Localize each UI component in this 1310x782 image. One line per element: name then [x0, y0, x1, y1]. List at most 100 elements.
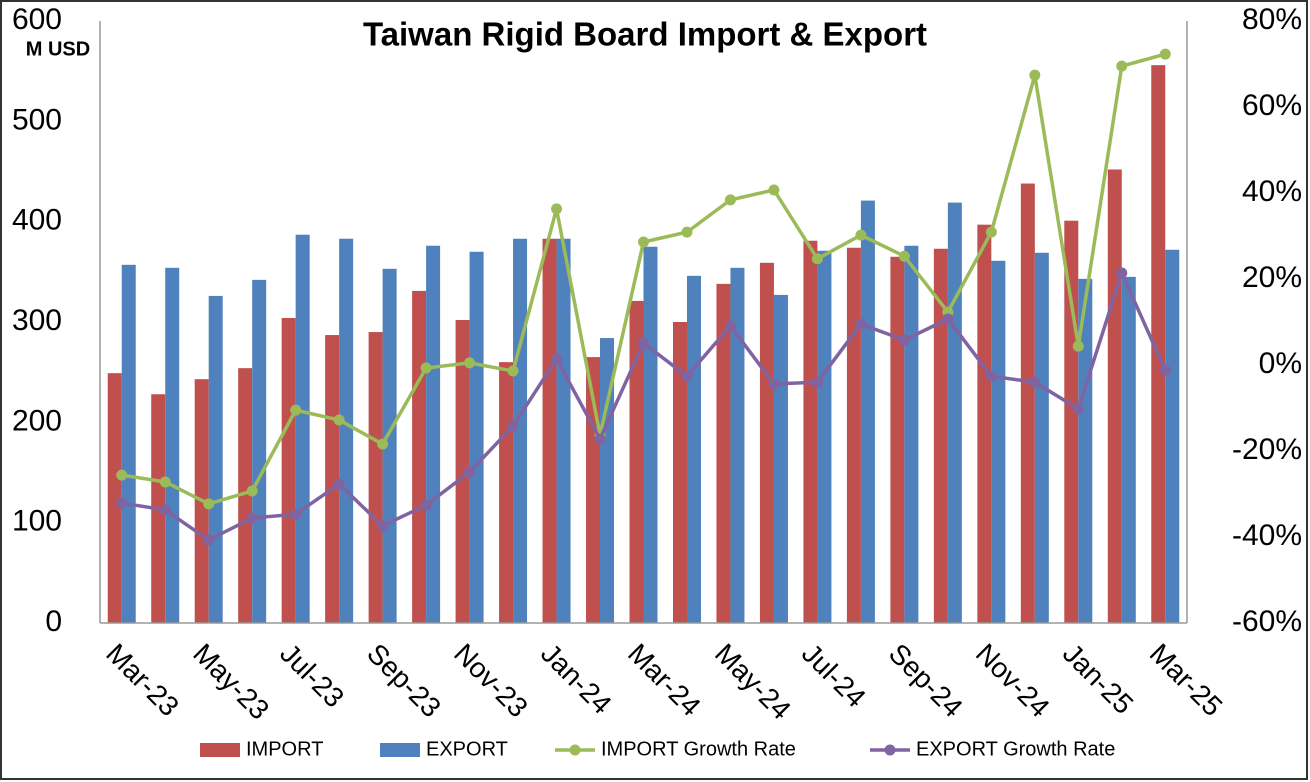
bar [325, 335, 340, 623]
line-point [203, 534, 215, 546]
line-point [1072, 340, 1084, 352]
line-point [1116, 267, 1128, 279]
bar [904, 245, 919, 623]
line-point [203, 498, 215, 510]
legend-label: EXPORT [426, 738, 508, 760]
bar [469, 251, 484, 623]
bar [686, 275, 701, 623]
line-point [724, 320, 736, 332]
line-point [985, 226, 997, 238]
bar [339, 238, 354, 623]
line-point [638, 236, 649, 248]
legend-swatch [884, 744, 896, 756]
line-point [594, 433, 606, 445]
line-point [377, 520, 389, 532]
line-point [1029, 376, 1041, 388]
y-tick-label: 100 [12, 505, 62, 538]
line-point [507, 365, 519, 377]
legend-label: IMPORT [246, 738, 323, 760]
line-point [724, 194, 736, 206]
bar [1020, 183, 1035, 624]
bar [1121, 276, 1136, 623]
legend-swatch [380, 743, 420, 757]
bar [991, 260, 1006, 623]
line-point [507, 420, 519, 432]
line-point [159, 504, 171, 516]
line-point [1029, 69, 1041, 81]
bar [860, 200, 875, 623]
line-point [420, 499, 432, 511]
y-tick-label: 200 [12, 404, 62, 437]
bar [426, 245, 441, 623]
line-point [1159, 364, 1171, 376]
line-point [855, 229, 867, 241]
line-point [681, 370, 693, 382]
line-point [898, 334, 910, 346]
bar [412, 290, 427, 623]
line-point [898, 250, 910, 262]
y-tick-label: 600 [12, 3, 62, 36]
legend-swatch [200, 743, 240, 757]
line-point [855, 318, 867, 330]
bar [107, 373, 122, 623]
bar [730, 267, 745, 623]
line-point [551, 203, 563, 215]
line-point [246, 512, 258, 524]
bar [1165, 249, 1180, 623]
bar [1151, 65, 1166, 623]
line-point [464, 357, 476, 369]
y2-tick-label: 80% [1242, 3, 1302, 36]
line-point [333, 478, 345, 490]
bar [281, 317, 296, 623]
y2-tick-label: 20% [1242, 261, 1302, 294]
legend-label: EXPORT Growth Rate [916, 738, 1115, 760]
bar [817, 250, 832, 623]
line-point [464, 466, 476, 478]
bar [947, 202, 962, 623]
bar [803, 240, 818, 624]
bar [643, 246, 658, 623]
bar [499, 362, 514, 623]
bar [759, 262, 774, 623]
bar [121, 264, 136, 623]
bar [542, 238, 557, 623]
legend-label: IMPORT Growth Rate [601, 738, 796, 760]
line-point [159, 476, 171, 488]
bar [716, 283, 731, 623]
bar [556, 238, 571, 623]
line-point [768, 378, 780, 390]
line-point [377, 438, 389, 450]
bar [368, 332, 383, 623]
bar [238, 368, 253, 623]
bar [1107, 169, 1122, 623]
y2-tick-label: -20% [1232, 433, 1302, 466]
bar [890, 256, 905, 623]
line-point [811, 253, 823, 265]
line-point [1072, 403, 1084, 415]
legend-swatch [569, 744, 581, 756]
bar [672, 322, 687, 623]
line-point [420, 362, 432, 374]
line-point [942, 313, 954, 325]
line-point [638, 337, 649, 349]
line-point [290, 404, 302, 416]
bar [165, 267, 180, 623]
y-tick-label: 0 [45, 605, 62, 638]
bar [295, 234, 310, 623]
line-point [811, 376, 823, 388]
bar [977, 224, 992, 623]
line-point [290, 508, 302, 520]
bar [455, 319, 470, 623]
y-tick-label: 300 [12, 304, 62, 337]
y-axis-unit: M USD [26, 38, 90, 60]
bar [382, 268, 397, 623]
y2-tick-label: 40% [1242, 175, 1302, 208]
line-point [116, 497, 128, 509]
bar [629, 300, 644, 623]
y-tick-label: 500 [12, 103, 62, 136]
y2-tick-label: 60% [1242, 89, 1302, 122]
bar [252, 279, 267, 623]
y-tick-label: 400 [12, 204, 62, 237]
